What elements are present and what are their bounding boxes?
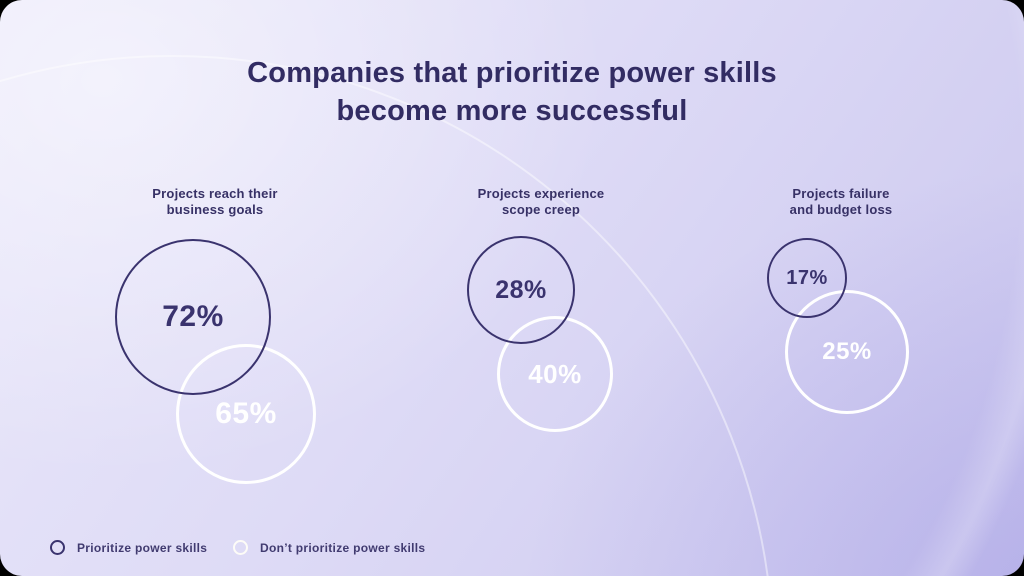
bubble-value: 17% (786, 266, 828, 289)
bubble-value: 40% (528, 358, 582, 389)
bubble-dont-prioritize-scope-creep: 40% (497, 316, 613, 432)
bubble-prioritize-business-goals: 72% (115, 239, 271, 395)
bubble-value: 28% (495, 275, 547, 304)
metric-heading-failure-budget-loss: Projects failure and budget loss (741, 186, 941, 218)
bubble-value: 65% (215, 397, 277, 430)
dark-circle-swatch-icon (50, 540, 65, 555)
white-circle-swatch-icon (233, 540, 248, 555)
heading-line: and budget loss (789, 202, 893, 217)
legend-item-prioritize: Prioritize power skills (50, 540, 207, 555)
metric-heading-business-goals: Projects reach their business goals (115, 186, 315, 218)
bubble-prioritize-failure: 17% (767, 238, 847, 318)
legend-label-dont-prioritize: Don’t prioritize power skills (260, 540, 426, 555)
heading-line: business goals (166, 202, 264, 217)
heading-line: scope creep (501, 202, 581, 217)
legend-item-dont-prioritize: Don’t prioritize power skills (233, 540, 425, 555)
bubble-value: 72% (162, 300, 224, 333)
heading-line: Projects experience (477, 186, 605, 201)
bubble-value: 25% (822, 338, 872, 365)
bubble-dont-prioritize-failure: 25% (785, 290, 909, 414)
chart-title: Companies that prioritize power skills b… (0, 54, 1024, 130)
metric-heading-scope-creep: Projects experience scope creep (441, 186, 641, 218)
heading-line: Projects failure (792, 186, 890, 201)
chart-title-line2: become more successful (336, 95, 688, 127)
legend-label-prioritize: Prioritize power skills (77, 540, 208, 555)
chart-title-line1: Companies that prioritize power skills (247, 57, 777, 89)
heading-line: Projects reach their (152, 186, 278, 201)
bubble-prioritize-scope-creep: 28% (467, 236, 575, 344)
